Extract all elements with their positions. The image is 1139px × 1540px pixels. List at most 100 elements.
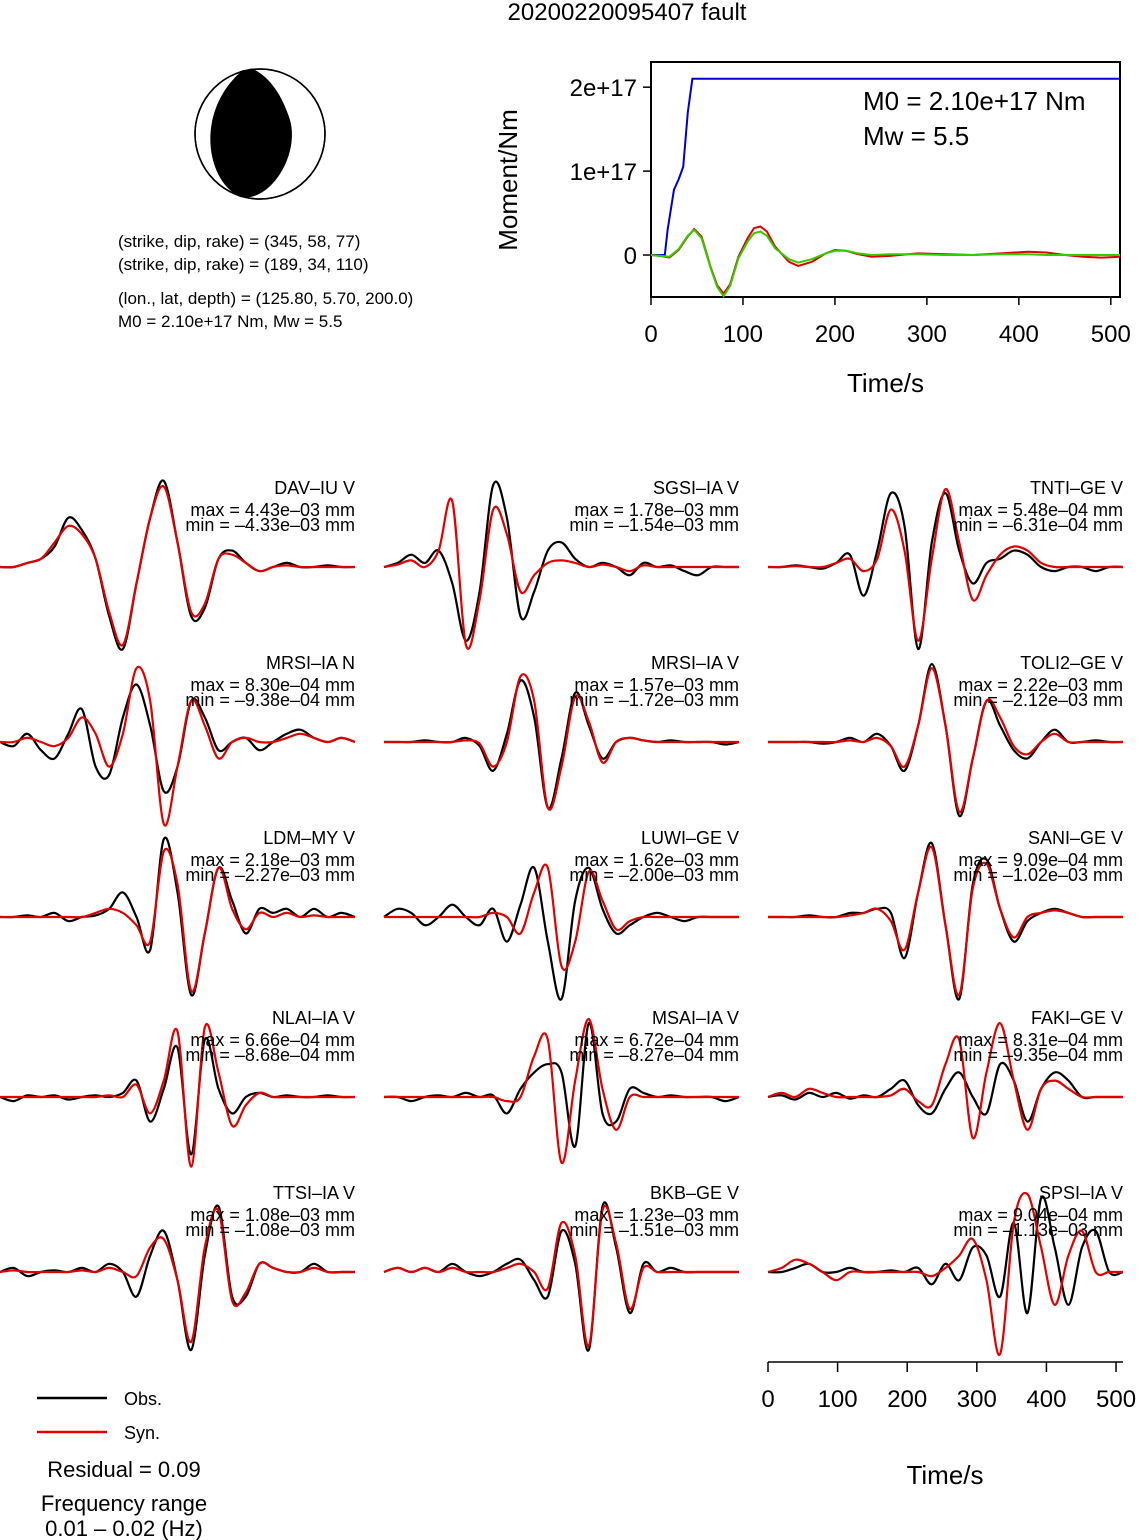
station-min: min = –2.12e–03 mm: [953, 690, 1123, 710]
station-name: FAKI–GE V: [1031, 1008, 1123, 1028]
mechanism-moment-text: M0 = 2.10e+17 Nm, Mw = 5.5: [118, 312, 342, 331]
waveform-syn: [768, 845, 1123, 997]
mechanism-plane1-text: (strike, dip, rake) = (345, 58, 77): [118, 232, 360, 251]
moment-xtick-label-1: 100: [723, 321, 763, 348]
station-name: LDM–MY V: [263, 828, 355, 848]
waveform-xtick-label-5: 500: [1096, 1386, 1136, 1413]
waveform-syn: [383, 673, 739, 811]
waveform-syn: [767, 1022, 1123, 1140]
station-min: min = –8.27e–04 mm: [569, 1045, 739, 1065]
legend-syn-label: Syn.: [124, 1423, 160, 1443]
station-max: max = 1.78e–03 mm: [574, 500, 739, 520]
moment-xtick-label-2: 200: [815, 321, 855, 348]
waveform-time-axis: 0 100 200 300 400 500 Time/s: [761, 1361, 1136, 1490]
station-min: min = –2.00e–03 mm: [569, 865, 739, 885]
station-min: min = –1.13e–03 mm: [953, 1220, 1123, 1240]
focal-mechanism-beachball: [194, 68, 326, 200]
mechanism-location-text: (lon., lat, depth) = (125.80, 5.70, 200.…: [118, 289, 413, 308]
station-name: TOLI2–GE V: [1020, 653, 1123, 673]
waveform-syn: [0, 848, 355, 993]
station-min: min = –9.35e–04 mm: [953, 1045, 1123, 1065]
station-name: SPSI–IA V: [1039, 1183, 1123, 1203]
frequency-range-value: 0.01 – 0.02 (Hz): [45, 1516, 203, 1540]
moment-plot-frame: [650, 61, 1121, 298]
figure-title: 20200220095407 fault: [508, 0, 747, 26]
station-min: min = –8.68e–04 mm: [185, 1045, 355, 1065]
station-min: min = –9.38e–04 mm: [185, 690, 355, 710]
waveform-syn: [0, 1023, 355, 1168]
station-min: min = –6.31e–04 mm: [953, 515, 1123, 535]
station-name: LUWI–GE V: [641, 828, 739, 848]
moment-annotation-mw: Mw = 5.5: [863, 121, 969, 151]
waveform-xtick-label-2: 200: [887, 1386, 927, 1413]
waveform-xtick-label-1: 100: [818, 1386, 858, 1413]
moment-xlabel: Time/s: [847, 368, 924, 398]
station-min: min = –2.27e–03 mm: [185, 865, 355, 885]
waveform-xtick-label-0: 0: [761, 1386, 774, 1413]
moment-series-1: [650, 225, 1121, 296]
moment-xtick-label-3: 300: [907, 321, 947, 348]
mechanism-plane2-text: (strike, dip, rake) = (189, 34, 110): [118, 255, 369, 274]
residual-text: Residual = 0.09: [47, 1457, 201, 1482]
station-max: max = 4.43e–03 mm: [190, 500, 355, 520]
station-name: SANI–GE V: [1028, 828, 1123, 848]
station-name: MRSI–IA N: [266, 653, 355, 673]
station-name: TTSI–IA V: [273, 1183, 355, 1203]
frequency-range-label: Frequency range: [41, 1491, 207, 1516]
station-name: TNTI–GE V: [1030, 478, 1123, 498]
waveform-obs: [383, 1201, 739, 1352]
legend: Obs. Syn.: [37, 1389, 162, 1443]
moment-xtick-label-5: 500: [1091, 321, 1131, 348]
station-min: min = –1.51e–03 mm: [569, 1220, 739, 1240]
station-name: MRSI–IA V: [651, 653, 739, 673]
waveform-syn: [767, 487, 1123, 642]
moment-ytick-label-2: 2e+17: [570, 75, 637, 102]
station-max: max = 6.72e–04 mm: [574, 1030, 739, 1050]
station-max: max = 9.09e–04 mm: [958, 850, 1123, 870]
moment-xtick-label-0: 0: [644, 321, 657, 348]
waveform-xtick-label-3: 300: [957, 1386, 997, 1413]
station-min: min = –1.54e–03 mm: [569, 515, 739, 535]
station-min: min = –1.02e–03 mm: [953, 865, 1123, 885]
moment-series-0: [651, 77, 1120, 256]
moment-ytick-label-1: 1e+17: [570, 159, 637, 186]
waveform-xlabel: Time/s: [906, 1460, 983, 1490]
waveform-syn: [384, 863, 739, 971]
station-max: max = 8.31e–04 mm: [958, 1030, 1123, 1050]
moment-ylabel: Moment/Nm: [493, 109, 523, 251]
station-max: max = 1.57e–03 mm: [574, 675, 739, 695]
waveform-syn: [383, 497, 739, 650]
station-max: max = 9.04e–04 mm: [958, 1205, 1123, 1225]
station-min: min = –1.08e–03 mm: [185, 1220, 355, 1240]
station-max: max = 6.66e–04 mm: [190, 1030, 355, 1050]
waveform-syn: [767, 667, 1123, 814]
station-name: SGSI–IA V: [653, 478, 739, 498]
station-max: max = 1.23e–03 mm: [574, 1205, 739, 1225]
station-name: MSAI–IA V: [652, 1008, 739, 1028]
moment-annotation-m0: M0 = 2.10e+17 Nm: [863, 86, 1086, 116]
moment-ytick-label-0: 0: [624, 243, 637, 270]
station-max: max = 1.62e–03 mm: [574, 850, 739, 870]
station-name: DAV–IU V: [274, 478, 355, 498]
waveform-xtick-label-4: 400: [1026, 1386, 1066, 1413]
waveform-obs: [767, 1061, 1123, 1123]
waveform-syn: [767, 1191, 1123, 1356]
waveform-syn: [384, 1017, 739, 1164]
station-min: min = –1.72e–03 mm: [569, 690, 739, 710]
station-max: max = 2.18e–03 mm: [190, 850, 355, 870]
waveform-syn: [0, 665, 356, 827]
station-max: max = 5.48e–04 mm: [958, 500, 1123, 520]
moment-xtick-label-4: 400: [999, 321, 1039, 348]
